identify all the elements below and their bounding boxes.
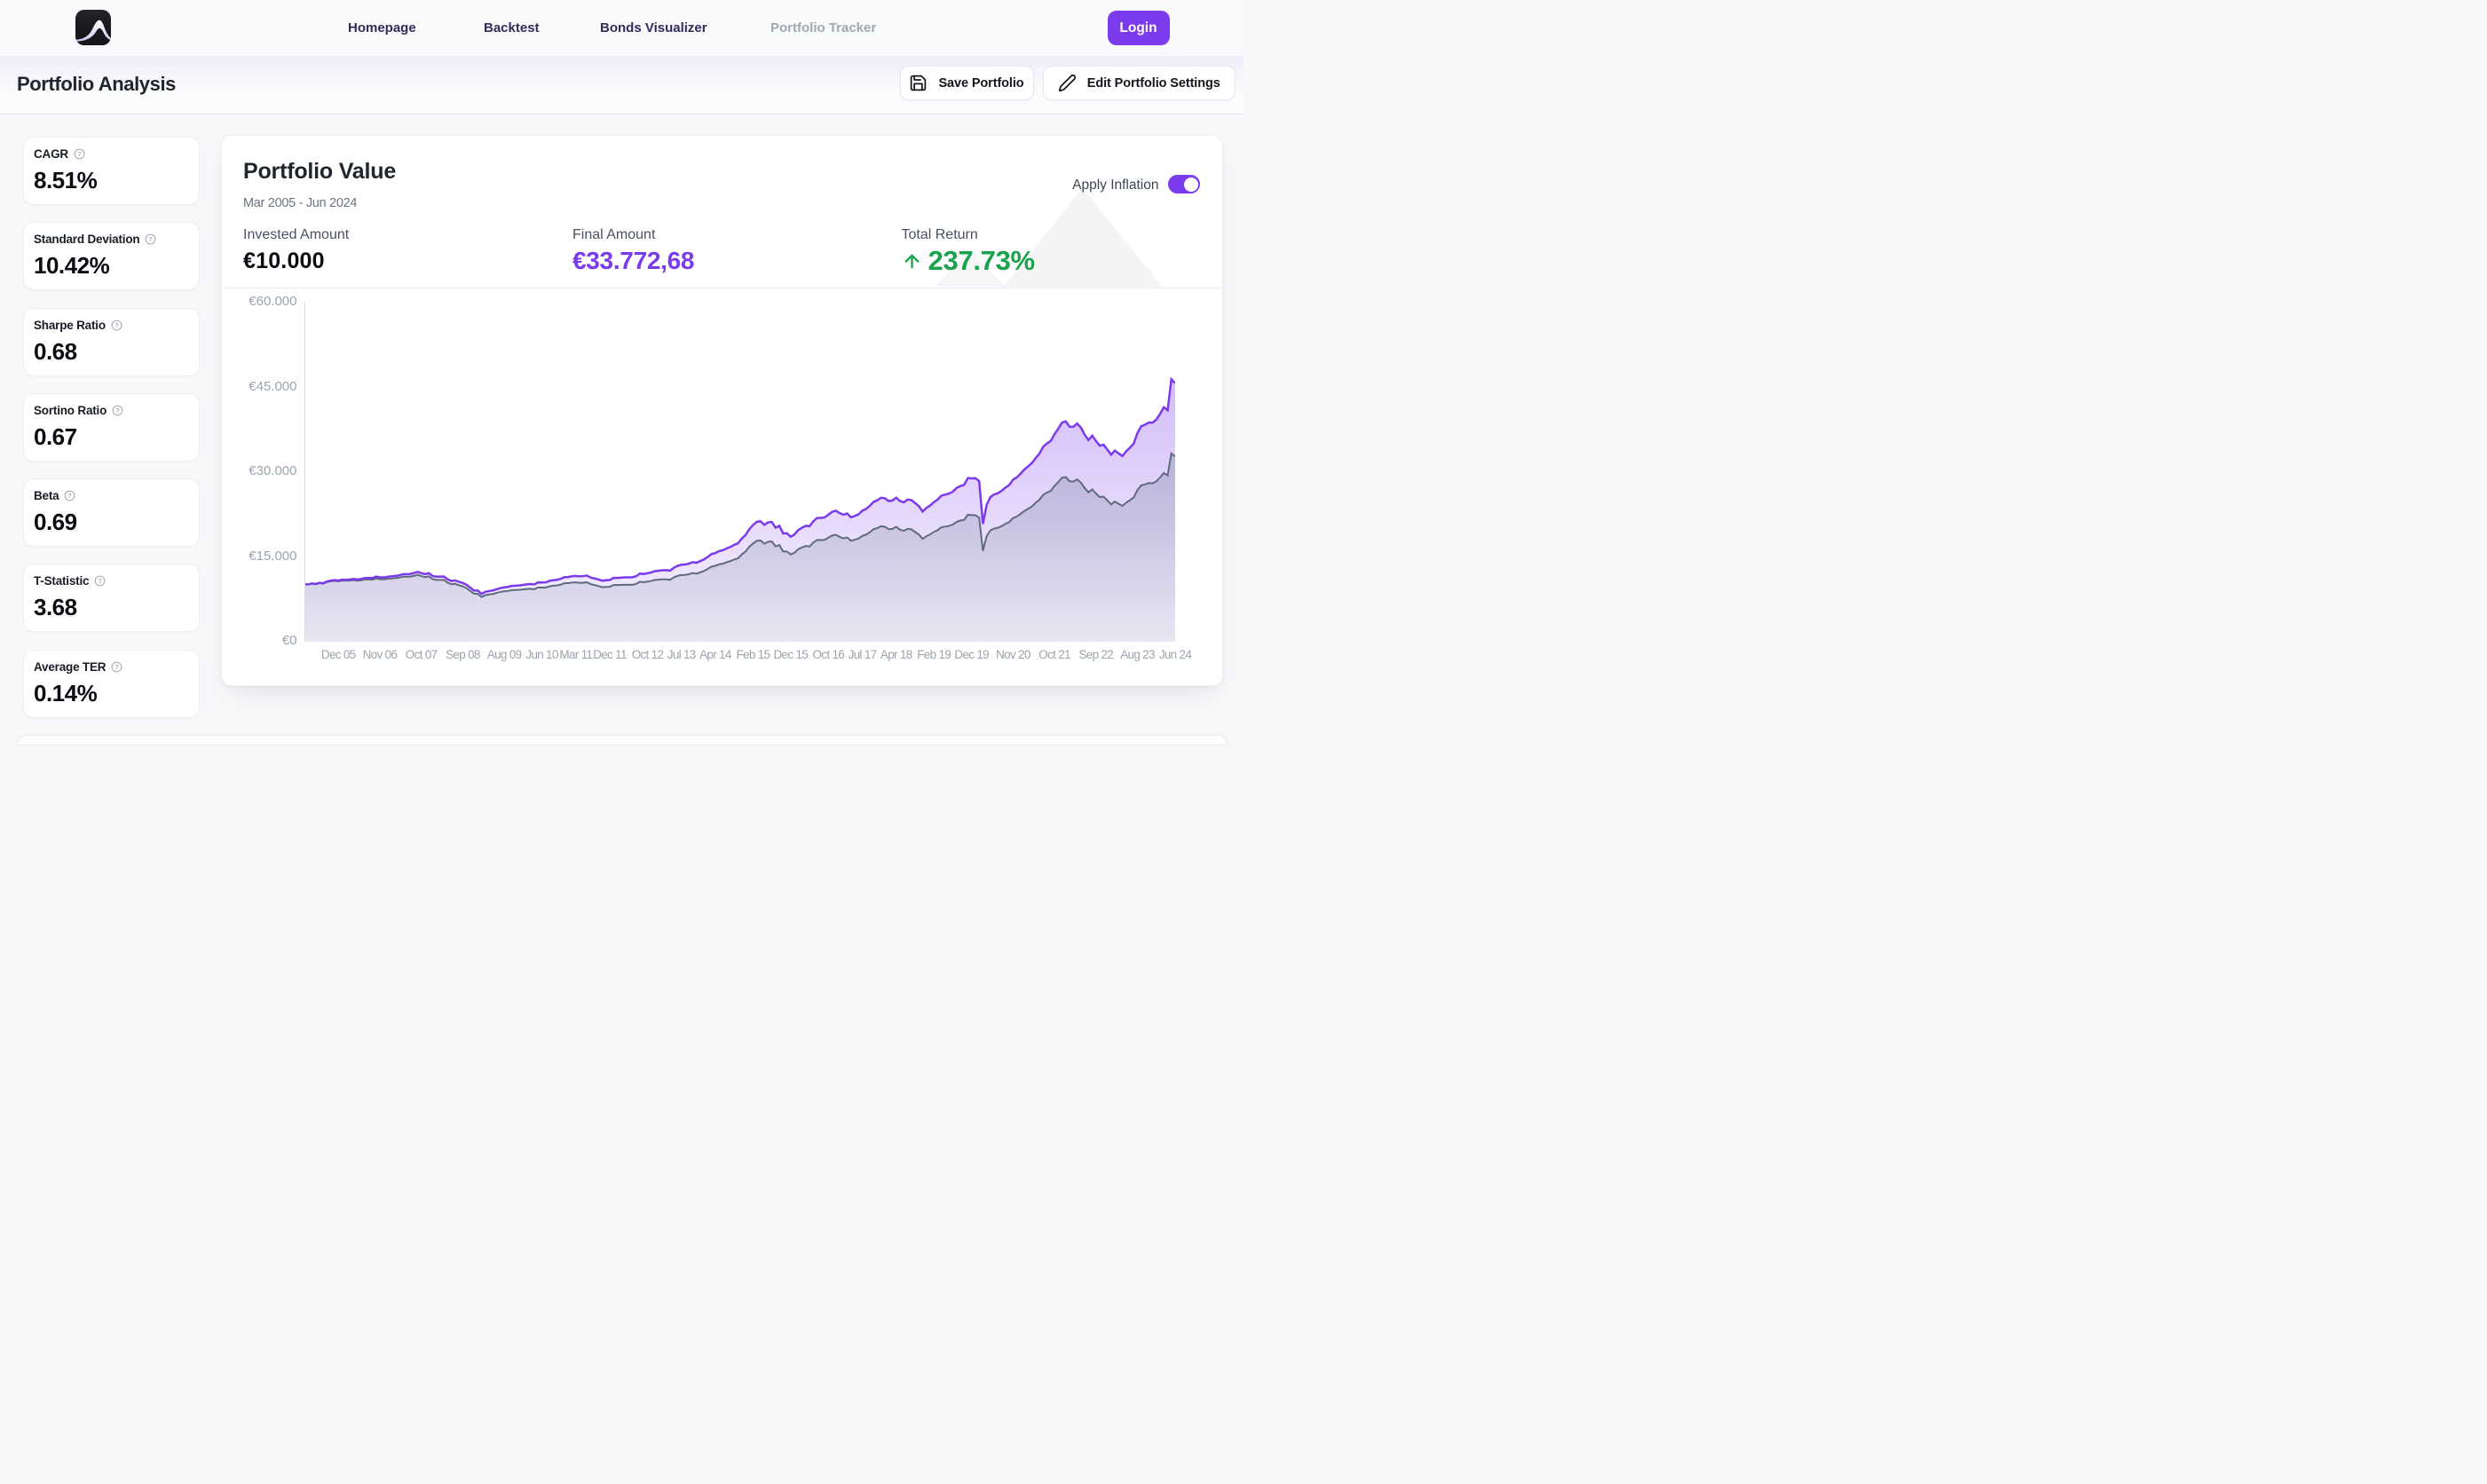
svg-text:?: ? [149, 237, 153, 243]
svg-text:?: ? [68, 493, 72, 500]
svg-text:?: ? [114, 322, 118, 328]
svg-text:?: ? [116, 408, 120, 414]
svg-text:?: ? [77, 152, 81, 158]
svg-text:?: ? [115, 664, 119, 670]
svg-text:?: ? [99, 579, 102, 585]
